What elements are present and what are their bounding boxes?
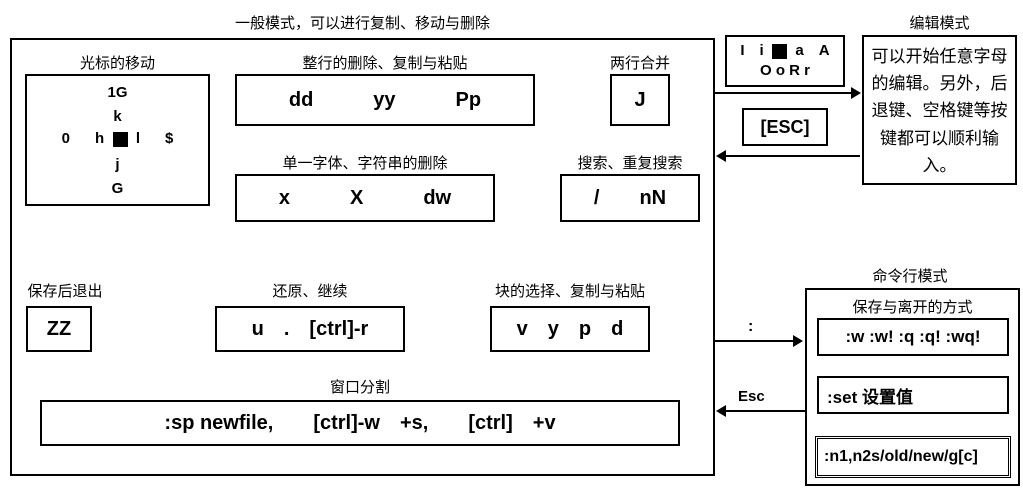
window-keys: :sp newfile, [ctrl]-w +s, [ctrl] +v [164,412,555,435]
char-delete-box: x X dw [235,174,495,222]
cmd-save-title: 保存与离开的方式 [807,296,1018,317]
arrow-from-edit-head-icon [716,150,726,162]
cursor-right: l [136,130,140,147]
edit-desc-box: 可以开始任意字母的编辑。另外，后退键、空格键等按键都可以顺利输入。 [862,35,1017,185]
undo-box: u . [ctrl]-r [215,306,405,352]
char-delete-title: 单一字体、字符串的删除 [235,152,495,173]
edit-enter-post: a A [795,42,829,59]
cursor-down: j [27,156,208,173]
arrow-to-edit-head-icon [851,87,861,99]
edit-esc-keys: [ESC] [761,117,810,138]
cmd-set-keys: :set 设置值 [827,383,913,408]
save-exit-title: 保存后退出 [15,280,115,301]
edit-esc-box: [ESC] [742,108,828,146]
edit-enter-line2: O o R r [727,61,843,81]
cmd-set-box: :set 设置值 [817,376,1009,414]
cursor-title: 光标的移动 [30,52,205,73]
caret-icon [772,44,787,59]
cmd-save-keys: :w :w! :q :q! :wq! [845,327,980,347]
window-title: 窗口分割 [40,376,680,397]
line-ops-keys: dd yy Pp [289,89,481,112]
cmd-save-box: :w :w! :q :q! :wq! [817,318,1009,356]
edit-enter-pre: I i [740,42,763,59]
cmd-subst-box: :n1,n2s/old/new/g[c] [815,436,1011,478]
join-keys: J [634,89,645,112]
cursor-box: 1G k 0 h l $ j G [25,74,210,206]
cursor-left: h [95,130,104,147]
join-title: 两行合并 [590,52,690,73]
save-exit-keys: ZZ [47,318,71,341]
cursor-top: 1G [27,84,208,101]
join-box: J [610,74,670,126]
arrow-to-cmd-label: : [748,318,753,336]
line-ops-box: dd yy Pp [235,74,535,126]
cursor-left-outer: 0 [62,130,70,147]
arrow-from-cmd-label: Esc [738,388,765,405]
search-keys: / nN [594,187,666,210]
cursor-right-outer: $ [165,130,173,147]
normal-mode-title: 一般模式，可以进行复制、移动与删除 [10,12,715,33]
line-ops-title: 整行的删除、复制与粘贴 [235,52,535,73]
block-box: v y p d [490,306,650,352]
arrow-from-cmd-line [725,410,805,412]
arrow-from-edit-line [725,155,860,157]
undo-title: 还原、继续 [215,280,405,301]
block-keys: v y p d [517,318,624,341]
cursor-row-mid: 0 h l $ [27,130,208,147]
search-title: 搜索、重复搜索 [560,152,700,173]
edit-enter-line1: I i a A [727,41,843,61]
arrow-to-cmd-line [715,340,795,342]
char-delete-keys: x X dw [279,187,451,210]
arrow-to-edit-line [715,92,853,94]
cursor-up: k [27,108,208,125]
edit-enter-keys-box: I i a A O o R r [725,35,845,87]
arrow-from-cmd-head-icon [716,405,726,417]
edit-desc: 可以开始任意字母的编辑。另外，后退键、空格键等按键都可以顺利输入。 [872,47,1008,175]
window-box: :sp newfile, [ctrl]-w +s, [ctrl] +v [40,400,680,446]
undo-keys: u . [ctrl]-r [252,318,369,341]
edit-mode-title: 编辑模式 [862,12,1017,33]
cmd-mode-panel: 保存与离开的方式 :w :w! :q :q! :wq! :set 设置值 :n1… [805,288,1020,486]
search-box: / nN [560,174,700,222]
arrow-to-cmd-head-icon [793,335,803,347]
cmd-mode-title: 命令行模式 [805,265,1015,286]
save-exit-box: ZZ [26,306,92,352]
cursor-bottom: G [27,180,208,197]
block-title: 块的选择、复制与粘贴 [470,280,670,301]
cursor-caret-icon [113,132,128,147]
cmd-subst-keys: :n1,n2s/old/new/g[c] [824,448,978,466]
